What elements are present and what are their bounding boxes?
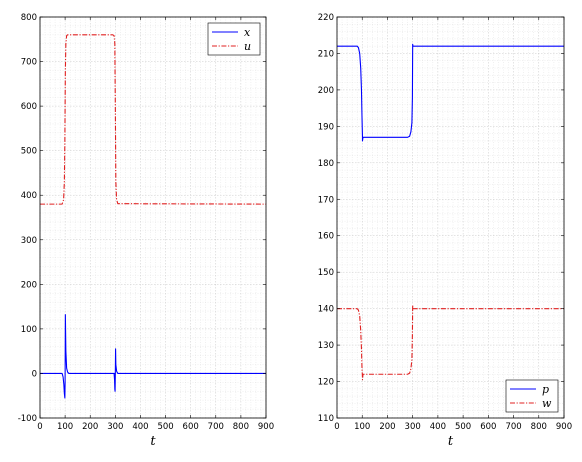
x-tick-label: 200 [82, 422, 98, 432]
y-tick-label: 400 [21, 191, 37, 201]
y-tick-label: 0 [32, 369, 37, 379]
plot-frame [39, 16, 267, 419]
y-tick-label: 600 [21, 102, 37, 112]
y-tick-label: 220 [318, 13, 334, 23]
x-tick-label: 700 [208, 422, 224, 432]
x-tick-label: 800 [233, 422, 249, 432]
legend-box [505, 379, 559, 413]
y-tick-label: 200 [21, 280, 37, 290]
series-line-p [337, 43, 564, 142]
y-tick-label: 130 [318, 341, 334, 351]
x-tick-label: 0 [37, 422, 42, 432]
chart-x-u: 0 100 200 300 400 500 600 700 800 900-10001002003… [18, 13, 274, 449]
x-tick-label: 400 [430, 422, 446, 432]
y-tick-label: 100 [21, 325, 37, 335]
y-tick-label: 180 [318, 159, 334, 169]
y-tick-label: 150 [318, 268, 334, 278]
x-tick-label: 700 [505, 422, 521, 432]
x-tick-label: 300 [405, 422, 421, 432]
grid [336, 16, 565, 419]
x-tick-label: 100 [354, 422, 370, 432]
legend: pw [505, 379, 559, 413]
grid [39, 16, 267, 419]
y-tick-label: 160 [318, 232, 334, 242]
legend-label-p: p [542, 383, 549, 396]
legend-box [207, 22, 261, 56]
y-tick-label: 170 [318, 195, 334, 205]
x-tick-label: 400 [132, 422, 148, 432]
y-tick-label: 300 [21, 236, 37, 246]
x-tick-label: 600 [480, 422, 496, 432]
x-tick-label: 900 [556, 422, 572, 432]
x-tick-label: 900 [258, 422, 274, 432]
y-tick-label: 140 [318, 305, 334, 315]
series-line-u [40, 34, 267, 205]
y-tick-label: 210 [318, 49, 334, 59]
y-tick-label: 110 [318, 414, 334, 424]
y-tick-label: -100 [18, 414, 37, 424]
series-line-w [337, 304, 564, 381]
series-line-x [40, 314, 266, 399]
y-tick-label: 200 [318, 86, 334, 96]
x-axis-label: t [448, 434, 454, 449]
y-tick-label: 120 [318, 378, 334, 388]
chart-p-w: 0 100 200 300 400 500 600 700 800 900 110 120 130 140… [318, 13, 572, 449]
x-axis-label: t [150, 434, 156, 449]
legend-label-u: u [244, 40, 251, 53]
x-tick-label: 500 [455, 422, 471, 432]
x-tick-label: 600 [183, 422, 199, 432]
legend: xu [207, 22, 261, 56]
y-tick-label: 190 [318, 122, 334, 132]
x-tick-label: 300 [107, 422, 123, 432]
x-tick-label: 100 [57, 422, 73, 432]
legend-label-w: w [542, 397, 552, 410]
y-tick-label: 800 [21, 13, 37, 23]
x-tick-label: 0 [334, 422, 339, 432]
x-tick-label: 500 [157, 422, 173, 432]
y-tick-label: 700 [21, 58, 37, 68]
x-tick-label: 800 [531, 422, 547, 432]
x-tick-label: 200 [379, 422, 395, 432]
plot-frame [336, 16, 565, 419]
legend-label-x: x [244, 26, 251, 39]
y-tick-label: 500 [21, 147, 37, 157]
